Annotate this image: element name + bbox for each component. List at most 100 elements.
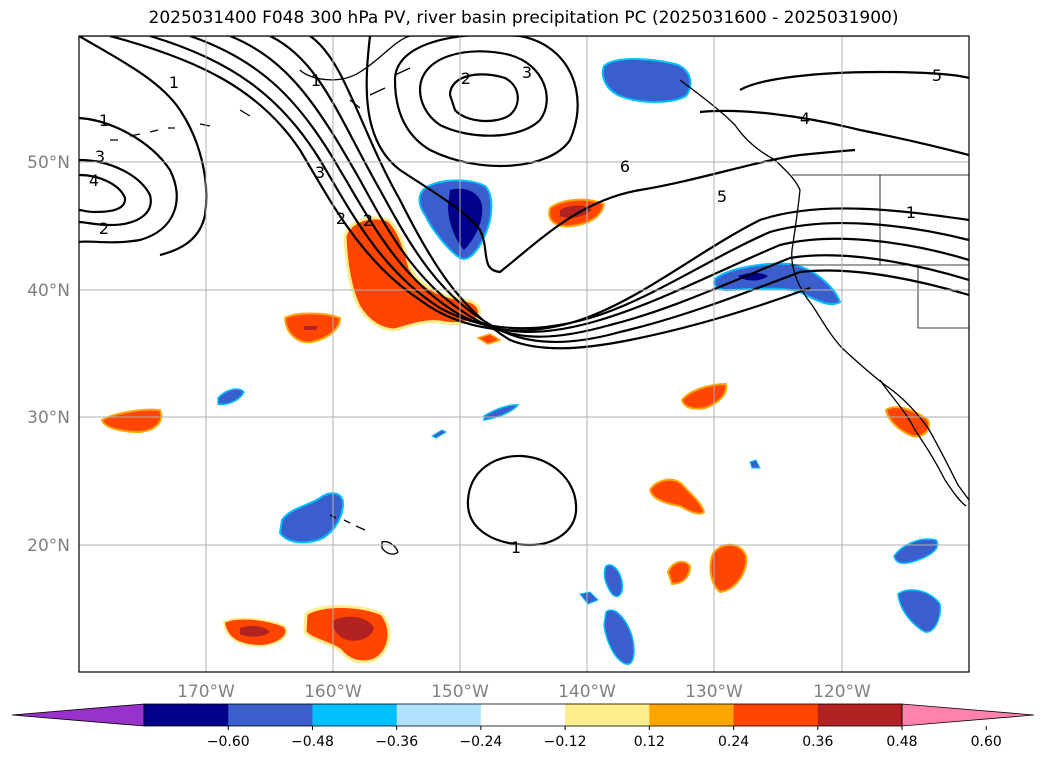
contour-label: 5 [932,66,942,85]
map-border [78,35,970,673]
contour-label: 1 [311,71,321,90]
contour-label: 6 [620,157,630,176]
contour-label: 1 [99,111,109,130]
colorbar-cells [11,703,1035,727]
contour-label: 4 [800,109,810,128]
colorbar-cell [649,704,735,726]
lon-label-160w: 160°W [304,682,362,702]
longitude-labels: 170°W 160°W 150°W 140°W 130°W 120°W [177,682,871,702]
pv-contour-west-4 [79,36,208,257]
colorbar-cell [144,704,229,726]
colorbar-ticks: −0.60 −0.48 −0.36 −0.24 −0.12 0.12 0.24 0.36 0.4… [207,726,1002,750]
pos-anomaly-east3 [666,560,692,586]
neg-anomaly-small5 [603,609,635,665]
colorbar-tick-label: 0.24 [718,734,749,750]
pv-contour-jet-2 [149,36,969,330]
neg-anomaly-bc [601,58,692,103]
pv-contour-west-3 [79,173,127,214]
neg-anomaly-small7 [749,459,761,469]
colorbar-tick-label: 0.12 [634,734,665,750]
pos-anomaly-south1-core [240,625,270,637]
baja-coast [879,379,967,507]
contour-label: 4 [89,171,99,190]
precip-shading [100,58,942,665]
contour-label: 3 [95,147,105,166]
colorbar-outline [143,703,903,727]
neg-anomaly-ca-core [738,273,768,281]
map-title: 2025031400 F048 300 hPa PV, river basin … [148,8,899,28]
contour-label: 5 [717,187,727,206]
pv-contours [79,36,969,547]
lat-label-20n: 20°N [27,536,70,556]
colorbar-cell [480,704,566,726]
colorbar-extend-low [11,703,145,727]
colorbar-cell [565,704,650,726]
colorbar-cell [312,704,398,726]
map-panel [79,36,969,672]
latitude-labels: 50°N 40°N 30°N 20°N [27,153,70,556]
contour-label: 2 [461,69,471,88]
colorbar-tick-label: −0.12 [544,734,587,750]
pv-contour-west-1 [79,116,178,244]
contour-label: 2 [336,209,346,228]
pv-contour-ridge-east2 [699,109,969,157]
colorbar-extend-high [901,703,1035,727]
contour-label: 3 [522,63,532,82]
colorbar-tick-label: −0.48 [291,734,334,750]
pv-contour-jet-3 [189,36,969,333]
colorbar-tick-label: −0.24 [459,734,502,750]
neg-anomaly-baja-sw2 [897,589,942,633]
pv-contour-subtropic-low [466,454,578,547]
neg-anomaly-small1 [217,388,245,406]
colorbar-cell [228,704,313,726]
pv-contour-low-1 [418,50,548,137]
neg-anomaly-small2 [483,404,520,421]
lon-label-150w: 150°W [431,682,489,702]
contour-label: 1 [169,73,179,92]
lat-label-40n: 40°N [27,281,70,301]
neg-anomaly-hawaii [278,492,345,544]
north-america-coast [679,79,969,501]
contour-label: 1 [511,538,521,557]
colorbar-cell [396,704,482,726]
lon-label-120w: 120°W [813,682,871,702]
pv-contour-jet-6 [309,36,811,350]
pv-contour-low-3 [393,36,579,168]
pv-contour-labels: 1 1 3 4 2 1 2 3 2 3 2 6 5 5 4 1 1 [89,63,942,557]
pv-contour-jet-5 [269,36,969,343]
colorbar-tick-label: 0.36 [802,734,833,750]
neg-anomaly-small3 [430,429,448,439]
neg-anomaly-gulf-alaska-core [448,188,483,250]
pos-anomaly-south2-core [333,616,374,641]
colorbar-tick-label: −0.60 [207,734,250,750]
contour-label: 2 [99,219,109,238]
pos-anomaly-mid1-core [304,326,318,330]
colorbar-cell [817,704,903,726]
colorbar: −0.60 −0.48 −0.36 −0.24 −0.12 0.12 0.24 0.36 0.4… [11,703,1035,750]
lon-label-170w: 170°W [177,682,235,702]
graticule [79,36,969,672]
pv-contour-jet-4 [229,36,969,338]
pv-contour-west-2 [79,158,152,227]
pos-anomaly-west1 [100,408,163,434]
lon-label-140w: 140°W [558,682,616,702]
pos-anomaly-east1 [680,382,728,410]
contour-label: 1 [906,203,916,222]
lon-label-130w: 130°W [685,682,743,702]
lat-label-30n: 30°N [27,408,70,428]
neg-anomaly-small4 [603,564,624,598]
aleutians [110,127,175,141]
pos-anomaly-main-small [476,333,502,345]
colorbar-cell [733,704,819,726]
colorbar-tick-label: 0.48 [886,734,917,750]
pv-contour-north [365,36,856,274]
pv-contour-ridge-east [739,70,969,91]
contour-label: 3 [315,163,325,182]
contour-label: 2 [363,211,373,230]
colorbar-tick-label: 0.60 [971,734,1002,750]
lat-label-50n: 50°N [27,153,70,173]
state-borders [790,174,969,329]
pv-contour-low-2 [448,73,519,123]
pos-anomaly-east2 [648,478,706,515]
